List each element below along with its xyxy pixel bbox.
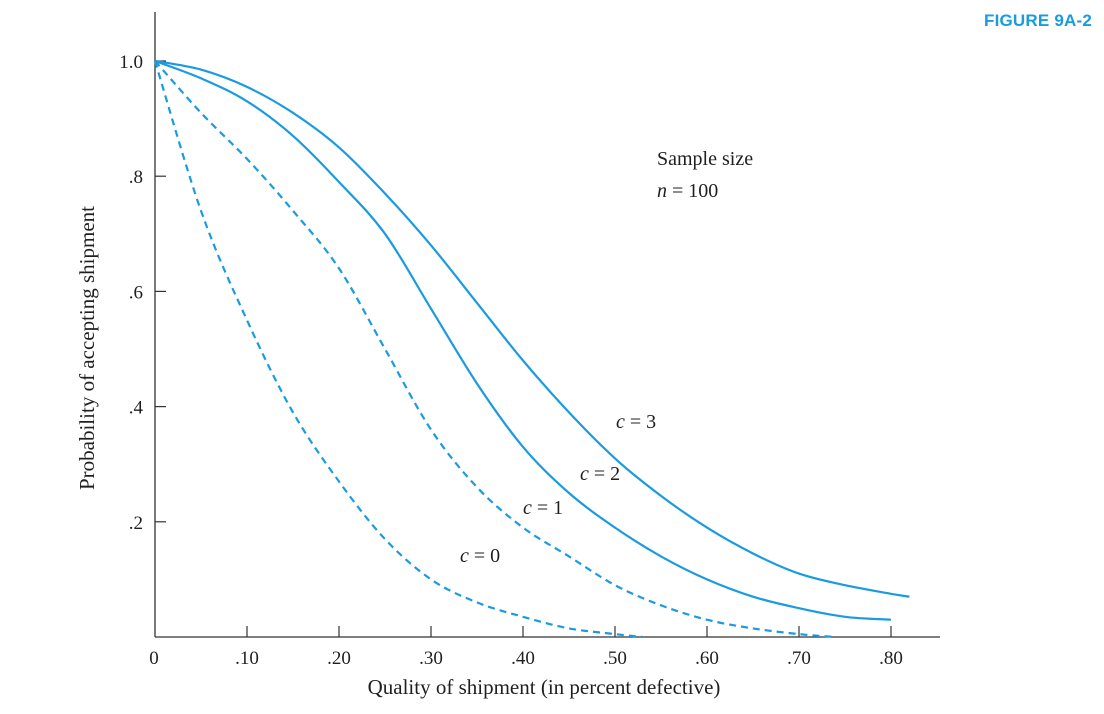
curves: c = 0c = 1c = 2c = 3 xyxy=(153,59,910,639)
curve-c1 xyxy=(154,60,836,639)
x-tick-label: .60 xyxy=(695,648,719,669)
sample-size-rest: = 100 xyxy=(667,180,718,202)
y-tick-label: .2 xyxy=(129,513,143,534)
y-axis-title: Probability of accepting shipment xyxy=(75,206,99,490)
x-tick-label: .10 xyxy=(235,648,259,669)
sample-size-var: n xyxy=(657,180,667,202)
x-tick-label: .50 xyxy=(603,648,627,669)
axes: 0 .10 .20 .30 .40 .50 .60 .70 .80 .2 .4 .6 .8 1.0 xyxy=(119,12,940,669)
x-tick-label: .70 xyxy=(787,648,811,669)
curve-label-c2: c = 2 xyxy=(580,463,620,485)
x-tick-label: .20 xyxy=(327,648,351,669)
x-tick-label: .80 xyxy=(879,648,903,669)
chart-text: Quality of shipment (in percent defectiv… xyxy=(75,148,753,699)
figure-label: FIGURE 9A-2 xyxy=(984,11,1092,30)
curve-label-rest: = 2 xyxy=(589,463,620,485)
curve-label-var: c xyxy=(523,497,532,519)
x-tick-label: .30 xyxy=(419,648,443,669)
sample-size-value: n = 100 xyxy=(657,180,718,202)
curve-c3 xyxy=(154,59,910,598)
curve-label-c0: c = 0 xyxy=(460,545,500,567)
curve-label-var: c xyxy=(580,463,589,485)
curve-label-var: c xyxy=(616,411,625,433)
sample-size-label: Sample size xyxy=(657,148,753,170)
curve-label-c1: c = 1 xyxy=(523,497,563,519)
x-axis-title: Quality of shipment (in percent defectiv… xyxy=(368,675,721,699)
curve-label-c3: c = 3 xyxy=(616,411,656,433)
x-tick-label: 0 xyxy=(149,648,159,669)
curve-c0 xyxy=(153,60,643,639)
curve-c2 xyxy=(154,59,892,621)
y-tick-label: .8 xyxy=(129,167,143,188)
curve-label-rest: = 3 xyxy=(625,411,656,433)
curve-label-rest: = 0 xyxy=(469,545,500,567)
y-tick-label: 1.0 xyxy=(119,52,143,73)
y-tick-label: .6 xyxy=(129,282,143,303)
curve-label-var: c xyxy=(460,545,469,567)
curve-label-rest: = 1 xyxy=(532,497,563,519)
x-tick-label: .40 xyxy=(511,648,535,669)
y-tick-label: .4 xyxy=(129,398,144,419)
